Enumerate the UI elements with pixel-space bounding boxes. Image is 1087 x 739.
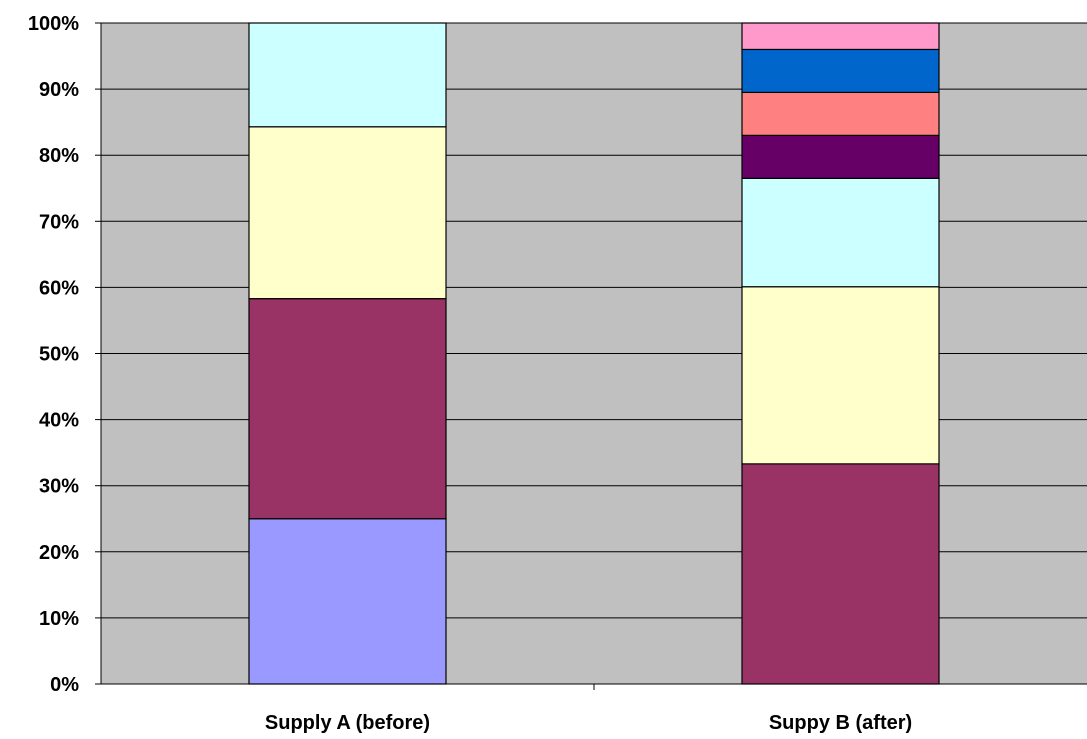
bar-segment (248, 126, 447, 300)
y-tick-label: 50% (39, 344, 79, 366)
bar-segment (741, 177, 940, 288)
bar-segment (741, 286, 940, 465)
y-tick-label: 0% (50, 674, 79, 696)
bar-segment (248, 518, 447, 685)
category-label: Supply A (before) (265, 712, 430, 734)
bars (248, 22, 940, 685)
bar-segment (741, 22, 940, 51)
y-axis: 0% 10% 20% 30% 40% 50% 60% 70% 80% 90% 100% (28, 13, 102, 696)
y-tick-label: 60% (39, 277, 79, 299)
y-tick-label: 80% (39, 145, 79, 167)
x-axis: Supply A (before) Suppy B (after) (101, 683, 1087, 734)
bar-segment (248, 22, 447, 128)
bar-segment (741, 91, 940, 136)
y-tick-label: 20% (39, 542, 79, 564)
category-label: Suppy B (after) (769, 712, 912, 734)
bar-segment (741, 463, 940, 685)
y-tick-label: 100% (28, 13, 79, 35)
y-tick-label: 90% (39, 79, 79, 101)
bar-segment (741, 48, 940, 94)
y-tick-label: 30% (39, 476, 79, 498)
bar-segment (741, 134, 940, 179)
y-tick-label: 70% (39, 211, 79, 233)
y-tick-label: 10% (39, 608, 79, 630)
y-tick-label: 40% (39, 410, 79, 432)
bar-segment (248, 298, 447, 520)
